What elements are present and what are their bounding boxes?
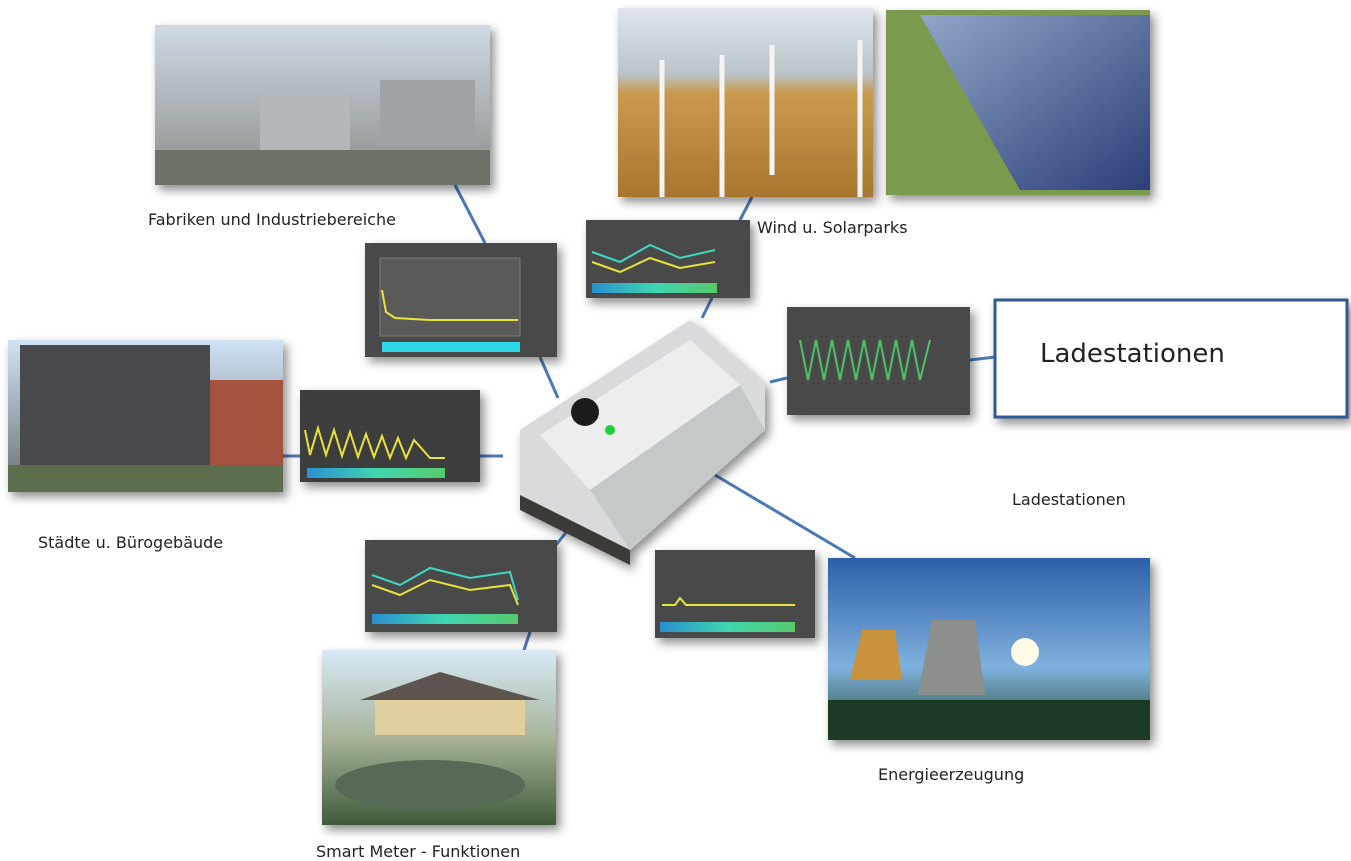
node-label: Energieerzeugung [878,765,1024,784]
screen [365,540,557,632]
screens [300,220,970,638]
screen [365,243,557,357]
screen [655,550,815,638]
highlight-box [993,298,1349,419]
screen [586,220,750,298]
photo-house [322,650,556,825]
node-label: Smart Meter - Funktionen [316,842,520,861]
device [520,320,765,565]
box-label: Ladestationen [1040,339,1225,369]
node-label: Städte u. Bürogebäude [38,533,223,552]
photo-wind [618,8,873,197]
node-label: Ladestationen [1012,490,1126,509]
node-label: Fabriken und Industriebereiche [148,210,396,229]
screen [300,390,480,482]
photo-city [8,340,283,492]
node-label: Wind u. Solarparks [757,218,908,237]
screen [787,307,970,415]
photo-factory [155,25,490,185]
photo-power-plant [828,558,1150,740]
photo-solar [886,10,1150,195]
